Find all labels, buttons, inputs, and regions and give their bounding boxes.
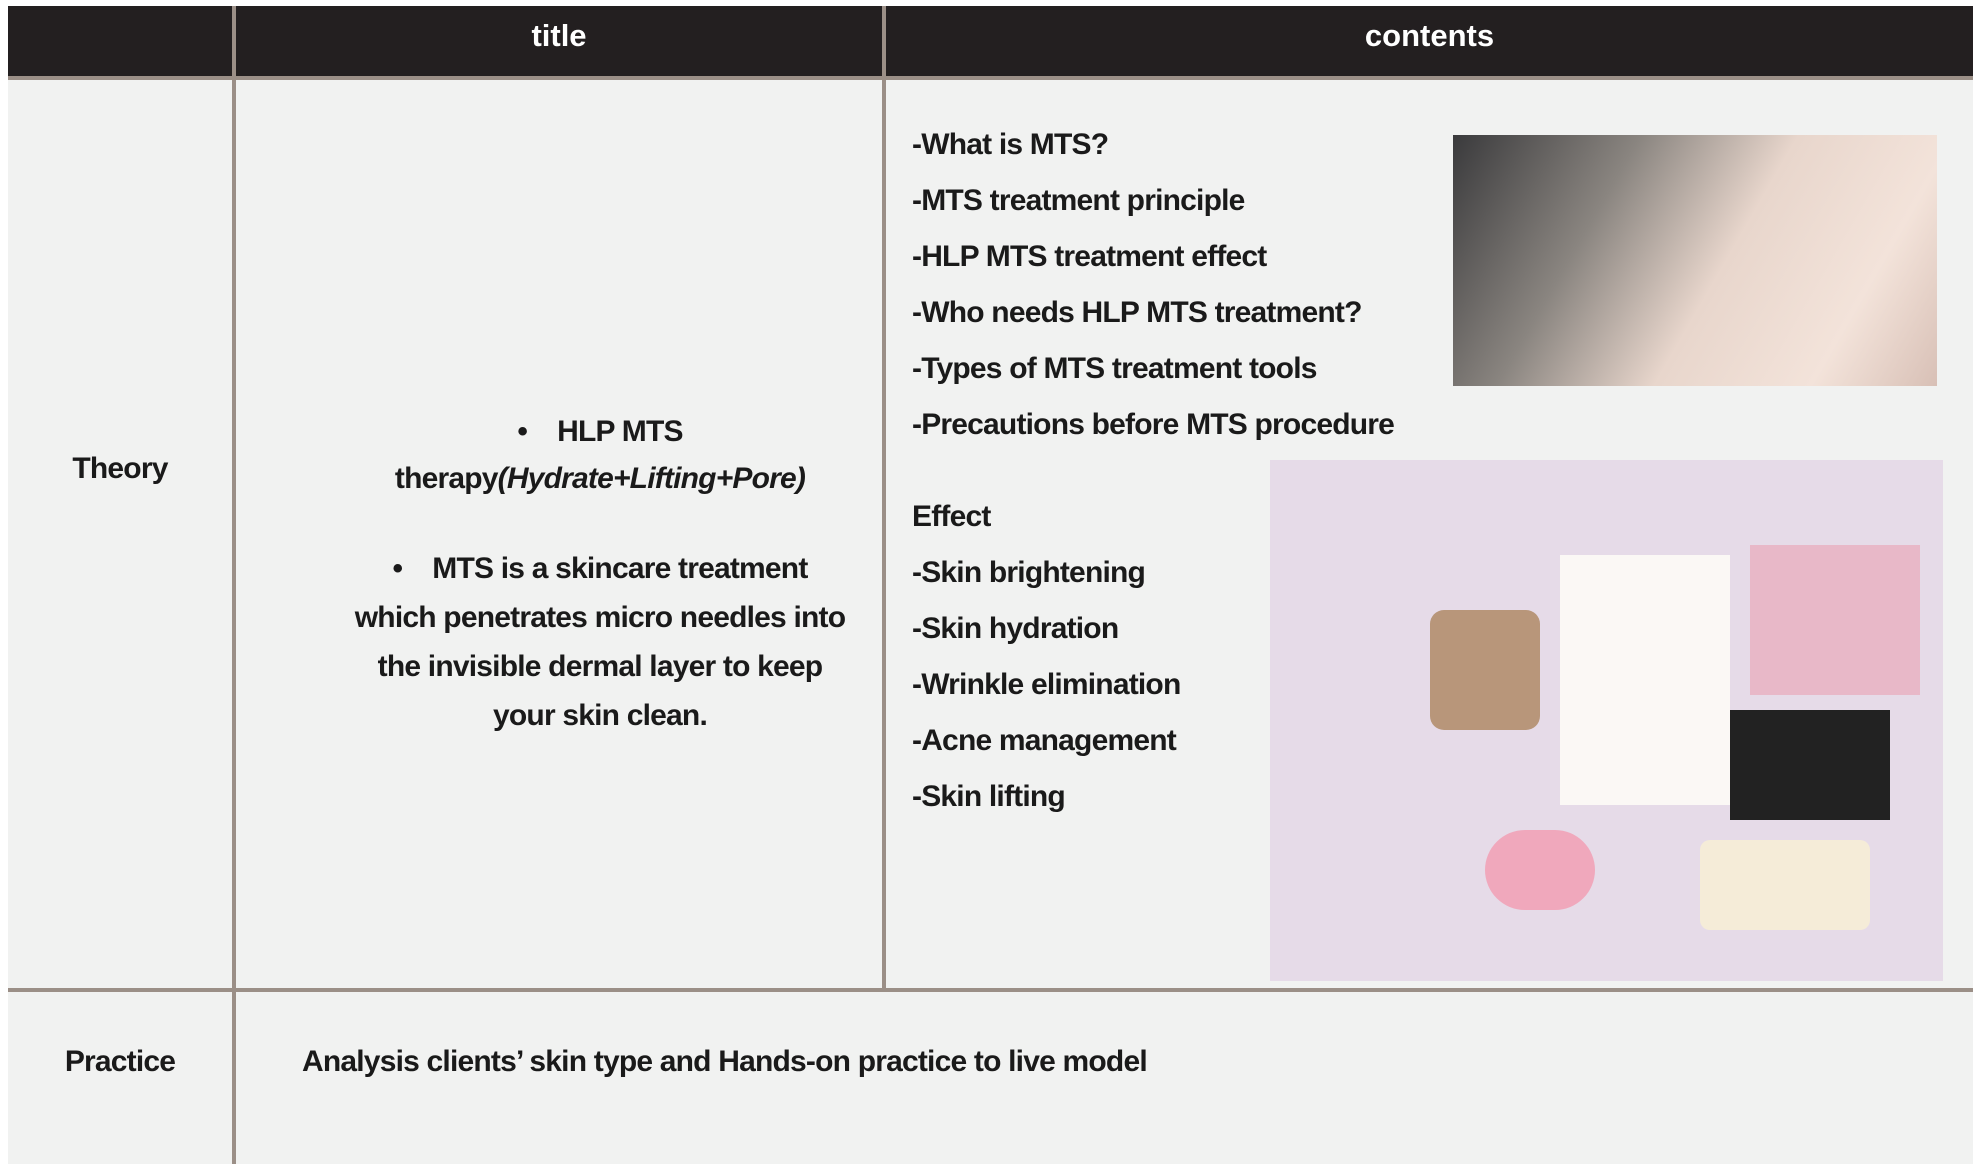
divider — [882, 6, 886, 990]
effect-heading: Effect — [912, 500, 991, 533]
product-box — [1560, 555, 1730, 805]
list-item: -Skin brightening — [912, 556, 1146, 589]
title-bullet: • HLP MTS therapy(Hydrate+Lifting+Pore) — [350, 408, 850, 502]
list-item: -MTS treatment principle — [912, 184, 1245, 217]
practice-text: Analysis clients’ skin type and Hands-on… — [302, 1045, 1148, 1078]
bullet: • — [517, 415, 558, 448]
list-item: -Acne management — [912, 724, 1177, 757]
product-gloves — [1700, 840, 1870, 930]
bullet-text: HLP MTS therapy — [394, 415, 684, 495]
product-box — [1750, 545, 1920, 695]
practice-row — [8, 992, 1973, 1164]
treatment-photo — [1453, 135, 1937, 386]
title-bullet: • MTS is a skincare treatment which pene… — [350, 544, 850, 740]
bullet-italic: (Hydrate+Lifting+Pore) — [497, 462, 806, 495]
list-item: -Precautions before MTS procedure — [912, 408, 1395, 441]
list-item: -HLP MTS treatment effect — [912, 240, 1267, 273]
product-case — [1430, 610, 1540, 730]
list-item: -Who needs HLP MTS treatment? — [912, 296, 1362, 329]
list-item: -Skin hydration — [912, 612, 1119, 645]
header-title: title — [531, 18, 587, 53]
divider — [8, 76, 1973, 80]
product-pad — [1485, 830, 1595, 910]
product-box — [1730, 710, 1890, 820]
list-item: -Wrinkle elimination — [912, 668, 1181, 701]
bullet: • — [392, 552, 433, 585]
header-contents: contents — [1364, 18, 1495, 53]
header-row — [8, 6, 1973, 76]
list-item: -Types of MTS treatment tools — [912, 352, 1317, 385]
bullet-text: MTS is a skincare treatment which penetr… — [354, 552, 846, 732]
divider — [232, 6, 236, 1164]
row-label: Practice — [64, 1045, 176, 1078]
row-label: Theory — [72, 452, 168, 485]
list-item: -What is MTS? — [912, 128, 1109, 161]
list-item: -Skin lifting — [912, 780, 1066, 813]
product-photo — [1270, 460, 1943, 981]
divider — [8, 988, 1973, 992]
